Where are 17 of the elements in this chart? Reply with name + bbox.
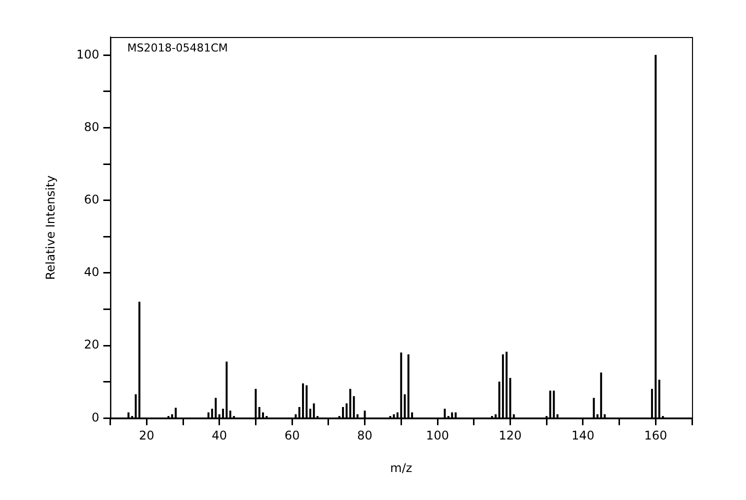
y-tick-label: 40 — [84, 265, 100, 280]
x-tick-label: 120 — [498, 428, 522, 443]
y-tick-label: 80 — [84, 120, 100, 134]
x-tick-label: 40 — [212, 428, 228, 443]
y-tick-label: 60 — [84, 192, 100, 206]
x-tick-label: 100 — [426, 428, 449, 443]
y-tick-label: 100 — [76, 47, 100, 62]
annotation: MS2018-05481CM — [127, 41, 228, 54]
y-tick-label: 0 — [92, 410, 100, 424]
x-axis-title: m/z — [390, 460, 412, 475]
y-axis-title: Relative Intensity — [43, 175, 58, 280]
x-tick-label: 80 — [357, 428, 372, 443]
x-tick-label: 140 — [571, 428, 594, 443]
x-tick-label: 20 — [139, 428, 154, 443]
y-tick-label: 20 — [84, 338, 100, 352]
x-tick-label: 60 — [284, 428, 300, 443]
x-tick-label: 160 — [644, 428, 668, 443]
